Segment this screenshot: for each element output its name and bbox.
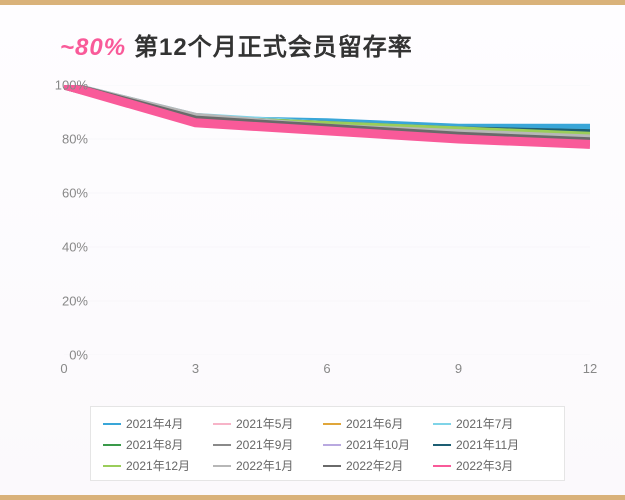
legend-swatch [323, 423, 341, 425]
chart-title: ~80% 第12个月正式会员留存率 [60, 27, 413, 62]
legend-swatch [103, 444, 121, 446]
title-text: 第12个月正式会员留存率 [134, 34, 413, 61]
legend-item: 2022年1月 [213, 457, 305, 474]
y-axis-tick: 100% [38, 78, 88, 93]
legend: 2021年4月 2021年5月 2021年6月 2021年7月 2021年8月 2021年… [90, 406, 565, 481]
legend-label: 2021年4月 [126, 415, 183, 432]
legend-swatch [323, 465, 341, 467]
y-axis-tick: 60% [38, 186, 88, 201]
legend-label: 2021年10月 [346, 436, 410, 453]
legend-item: 2021年12月 [103, 457, 195, 474]
y-axis-tick: 20% [38, 294, 88, 309]
x-axis-tick: 9 [455, 361, 462, 376]
legend-item: 2021年7月 [433, 415, 525, 432]
legend-label: 2021年5月 [236, 415, 293, 432]
x-axis-tick: 0 [60, 361, 67, 376]
chart-card: ~80% 第12个月正式会员留存率 0%20%40%60%80%100% 0369… [0, 0, 625, 500]
legend-label: 2021年11月 [456, 436, 519, 453]
legend-item: 2021年9月 [213, 436, 305, 453]
y-axis-tick: 40% [38, 240, 88, 255]
line-chart-svg [64, 85, 590, 355]
legend-item: 2022年3月 [433, 457, 525, 474]
legend-item: 2021年4月 [103, 415, 195, 432]
legend-swatch [433, 465, 451, 467]
legend-label: 2022年1月 [236, 457, 293, 474]
legend-label: 2022年3月 [456, 457, 513, 474]
legend-label: 2021年7月 [456, 415, 513, 432]
legend-label: 2022年2月 [346, 457, 403, 474]
legend-swatch [433, 444, 451, 446]
legend-label: 2021年12月 [126, 457, 190, 474]
legend-swatch [103, 465, 121, 467]
title-highlight: ~80% [60, 34, 126, 61]
legend-item: 2021年11月 [433, 436, 525, 453]
legend-item: 2022年2月 [323, 457, 415, 474]
legend-item: 2021年8月 [103, 436, 195, 453]
legend-label: 2021年6月 [346, 415, 403, 432]
plot-surface: 0%20%40%60%80%100% 036912 [64, 85, 590, 355]
x-axis-tick: 6 [323, 361, 330, 376]
legend-item: 2021年5月 [213, 415, 305, 432]
legend-item: 2021年6月 [323, 415, 415, 432]
legend-label: 2021年8月 [126, 436, 183, 453]
legend-swatch [103, 423, 121, 425]
legend-swatch [213, 465, 231, 467]
x-axis-tick: 3 [192, 361, 199, 376]
legend-swatch [433, 423, 451, 425]
chart-area: 0%20%40%60%80%100% 036912 [30, 85, 600, 385]
legend-label: 2021年9月 [236, 436, 293, 453]
x-axis-tick: 12 [583, 361, 597, 376]
y-axis-tick: 80% [38, 132, 88, 147]
legend-swatch [213, 444, 231, 446]
legend-swatch [323, 444, 341, 446]
legend-swatch [213, 423, 231, 425]
legend-item: 2021年10月 [323, 436, 415, 453]
